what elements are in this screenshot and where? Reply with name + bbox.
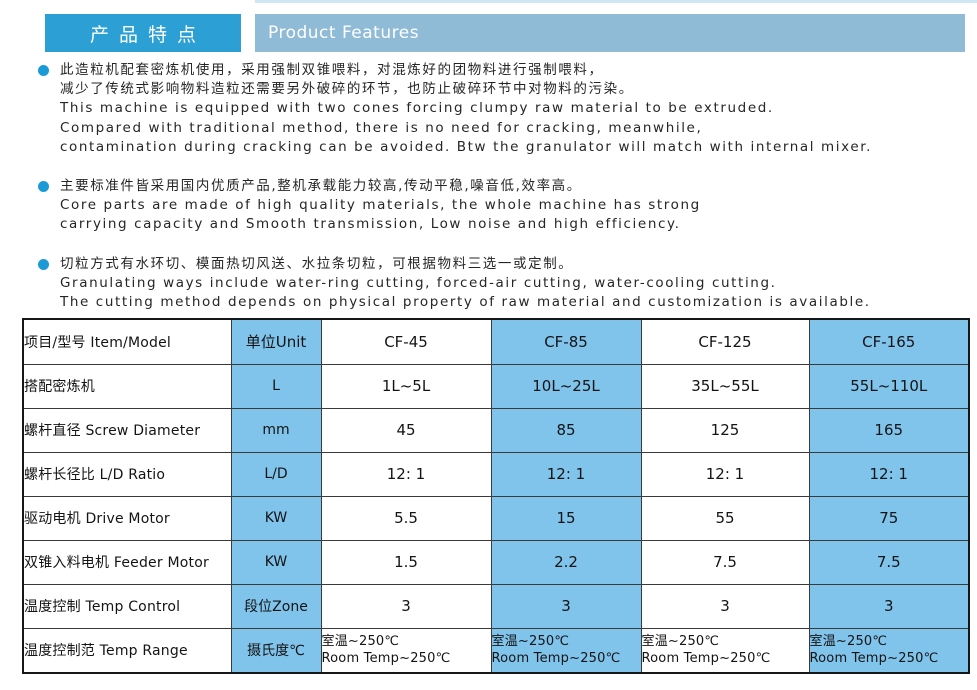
table-row: 温度控制范 Temp Range 摄氏度℃ 室温~250℃ Room Temp~… xyxy=(22,627,970,674)
cell-cf-45: 1.5 xyxy=(320,539,492,585)
cell-cf-85: 10L~25L xyxy=(490,363,642,409)
cell-cf-45: 室温~250℃ Room Temp~250℃ xyxy=(320,627,492,674)
cell-row-label: 双锥入料电机 Feeder Motor xyxy=(22,539,232,585)
cell-cf-45: 5.5 xyxy=(320,495,492,541)
feature-list: 此造粒机配套密炼机使用，采用强制双锥喂料，对混炼好的团物料进行强制喂料， 减少了… xyxy=(38,61,968,332)
cell-unit: L/D xyxy=(230,451,322,497)
table-row: 双锥入料电机 Feeder Motor KW 1.5 2.2 7.5 7.5 xyxy=(22,539,970,585)
feature-text-3: 切粒方式有水环切、模面热切风送、水拉条切粒，可根据物料三选一或定制。 Granu… xyxy=(60,255,871,311)
col-header-cf125: CF-125 xyxy=(640,318,810,365)
col-header-cf85: CF-85 xyxy=(490,318,642,365)
feature-bullet-2: 主要标准件皆采用国内优质产品,整机承载能力较高,传动平稳,噪音低,效率高。 Co… xyxy=(38,177,968,235)
cell-unit: L xyxy=(230,363,322,409)
cell-cf-125: 室温~250℃ Room Temp~250℃ xyxy=(640,627,810,674)
cell-row-label: 驱动电机 Drive Motor xyxy=(22,495,232,541)
feature-bullet-1: 此造粒机配套密炼机使用，采用强制双锥喂料，对混炼好的团物料进行强制喂料， 减少了… xyxy=(38,61,968,157)
cell-cf-85: 2.2 xyxy=(490,539,642,585)
cell-unit: KW xyxy=(230,495,322,541)
cell-cf-165: 165 xyxy=(808,407,970,453)
cell-unit: mm xyxy=(230,407,322,453)
col-header-cf165: CF-165 xyxy=(808,318,970,365)
cell-cf-45: 45 xyxy=(320,407,492,453)
cell-cf-85: 室温~250℃ Room Temp~250℃ xyxy=(490,627,642,674)
bullet-dot-icon xyxy=(38,65,49,76)
feature-text-1: 此造粒机配套密炼机使用，采用强制双锥喂料，对混炼好的团物料进行强制喂料， 减少了… xyxy=(60,62,873,155)
cell-cf-85: 3 xyxy=(490,583,642,629)
feature-text-2: 主要标准件皆采用国内优质产品,整机承载能力较高,传动平稳,噪音低,效率高。 Co… xyxy=(60,178,701,233)
cell-unit: 摄氏度℃ xyxy=(230,627,322,674)
table-row: 驱动电机 Drive Motor KW 5.5 15 55 75 xyxy=(22,495,970,541)
cell-row-label: 温度控制 Temp Control xyxy=(22,583,232,629)
cell-cf-125: 125 xyxy=(640,407,810,453)
cell-cf-125: 55 xyxy=(640,495,810,541)
top-accent-line xyxy=(255,0,977,3)
table-header-row: 项目/型号 Item/Model 单位Unit CF-45 CF-85 CF-1… xyxy=(22,318,970,365)
cell-cf-125: 3 xyxy=(640,583,810,629)
cell-cf-125: 7.5 xyxy=(640,539,810,585)
table-row: 搭配密炼机 L 1L~5L 10L~25L 35L~55L 55L~110L xyxy=(22,363,970,409)
cell-cf-125: 12: 1 xyxy=(640,451,810,497)
spec-table: 项目/型号 Item/Model 单位Unit CF-45 CF-85 CF-1… xyxy=(22,318,970,674)
cell-row-label: 螺杆直径 Screw Diameter xyxy=(22,407,232,453)
table-row: 螺杆长径比 L/D Ratio L/D 12: 1 12: 1 12: 1 12… xyxy=(22,451,970,497)
col-header-cf45: CF-45 xyxy=(320,318,492,365)
cell-cf-165: 7.5 xyxy=(808,539,970,585)
cell-row-label: 螺杆长径比 L/D Ratio xyxy=(22,451,232,497)
cell-cf-165: 室温~250℃ Room Temp~250℃ xyxy=(808,627,970,674)
cell-cf-165: 12: 1 xyxy=(808,451,970,497)
cell-cf-165: 55L~110L xyxy=(808,363,970,409)
col-header-model: 项目/型号 Item/Model xyxy=(22,318,232,365)
col-header-unit: 单位Unit xyxy=(230,318,322,365)
bullet-dot-icon xyxy=(38,181,49,193)
bullet-dot-icon xyxy=(38,258,49,270)
cell-cf-85: 15 xyxy=(490,495,642,541)
feature-bullet-3: 切粒方式有水环切、模面热切风送、水拉条切粒，可根据物料三选一或定制。 Granu… xyxy=(38,255,968,313)
table-row: 温度控制 Temp Control 段位Zone 3 3 3 3 xyxy=(22,583,970,629)
section-title-en: Product Features xyxy=(255,14,965,52)
cell-unit: KW xyxy=(230,539,322,585)
cell-cf-165: 75 xyxy=(808,495,970,541)
cell-row-label: 搭配密炼机 xyxy=(22,363,232,409)
cell-cf-45: 3 xyxy=(320,583,492,629)
cell-cf-45: 12: 1 xyxy=(320,451,492,497)
cell-unit: 段位Zone xyxy=(230,583,322,629)
cell-cf-85: 85 xyxy=(490,407,642,453)
cell-row-label: 温度控制范 Temp Range xyxy=(22,627,232,674)
cell-cf-165: 3 xyxy=(808,583,970,629)
cell-cf-45: 1L~5L xyxy=(320,363,492,409)
cell-cf-85: 12: 1 xyxy=(490,451,642,497)
section-title-zh: 产品特点 xyxy=(45,14,241,52)
cell-cf-125: 35L~55L xyxy=(640,363,810,409)
table-row: 螺杆直径 Screw Diameter mm 45 85 125 165 xyxy=(22,407,970,453)
